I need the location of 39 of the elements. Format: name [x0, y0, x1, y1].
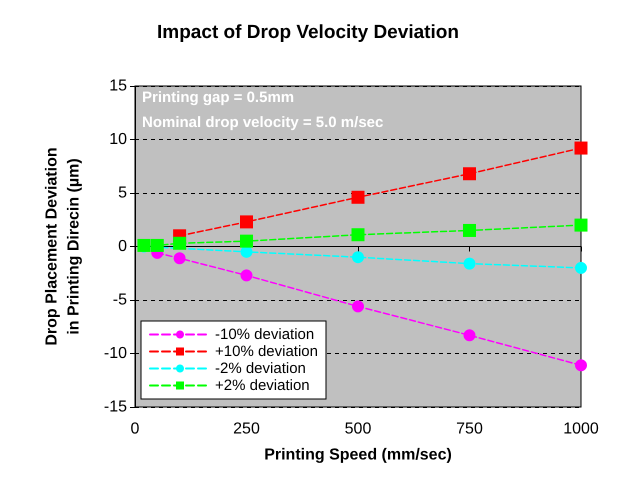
point	[575, 359, 587, 372]
point	[464, 258, 476, 270]
y-tick-label: 15	[109, 78, 128, 94]
x-tick-label: 250	[233, 420, 260, 438]
point	[240, 269, 252, 282]
y-axis-title: Drop Placement Deviation in Printing Direcin (µm)	[44, 147, 82, 346]
point	[173, 236, 186, 250]
y-tick-label: -15	[104, 398, 128, 416]
point	[574, 142, 588, 155]
point	[352, 300, 364, 312]
point	[574, 218, 588, 232]
point	[150, 238, 164, 252]
point	[352, 190, 364, 204]
point	[575, 262, 587, 274]
chart-title: Impact of Drop Velocity Deviation	[157, 22, 459, 43]
y-tick-label: 5	[118, 184, 128, 202]
x-tick-label: 1000	[563, 420, 599, 438]
legend-label: +2% deviation	[215, 377, 310, 394]
point	[463, 167, 476, 180]
point	[464, 329, 476, 342]
y-tick-label: -5	[112, 292, 128, 308]
y-tick-label: 0	[118, 238, 128, 255]
point	[352, 228, 364, 242]
legend-label: +10% deviation	[215, 343, 318, 360]
point	[174, 252, 186, 264]
point	[352, 251, 364, 264]
annotation: Nominal drop velocity = 5.0 m/sec	[142, 114, 384, 131]
x-tick-label: 750	[456, 420, 483, 438]
legend-label: -10% deviation	[215, 326, 314, 343]
x-axis-title: Printing Speed (mm/sec)	[264, 446, 452, 464]
x-tick-label: 500	[344, 420, 372, 438]
point	[240, 215, 253, 228]
y-tick-label: -10	[104, 345, 128, 362]
legend-label: -2% deviation	[215, 360, 306, 377]
point	[240, 234, 253, 248]
annotation: Printing gap = 0.5mm	[142, 89, 294, 106]
x-tick-label: 0	[130, 420, 140, 438]
y-tick-label: 10	[109, 131, 128, 148]
point	[463, 224, 476, 237]
